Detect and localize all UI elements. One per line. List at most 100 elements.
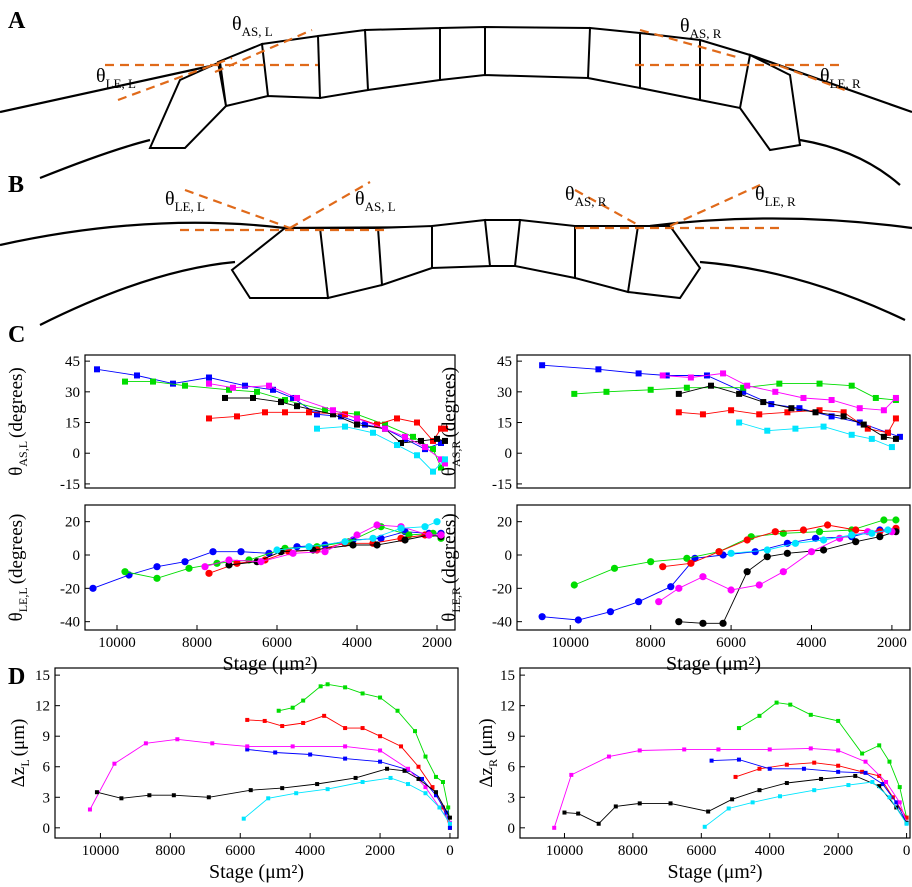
point: [242, 382, 248, 389]
point: [447, 815, 452, 820]
point: [378, 695, 383, 700]
point: [860, 751, 865, 756]
point: [815, 528, 824, 536]
point: [779, 568, 787, 576]
point: [447, 825, 452, 830]
point: [863, 759, 868, 764]
point: [647, 558, 655, 566]
y-label-unit: (μm): [476, 718, 497, 756]
point: [750, 800, 755, 805]
y-tick-label: 3: [508, 790, 516, 806]
point: [783, 549, 791, 557]
point: [816, 380, 823, 387]
point: [767, 747, 772, 752]
point: [571, 390, 578, 397]
point: [778, 794, 782, 799]
angle-label: θAS, R: [680, 15, 722, 41]
point: [792, 425, 799, 432]
point: [119, 796, 124, 801]
point: [709, 758, 714, 763]
plot-frame: [519, 667, 911, 839]
point: [699, 619, 707, 627]
point: [330, 411, 336, 418]
angle-label: θAS, L: [232, 13, 273, 39]
point: [322, 407, 328, 414]
point: [788, 702, 793, 707]
plot-area: [552, 700, 909, 830]
point: [538, 613, 546, 621]
point: [330, 407, 336, 414]
plot-area: [539, 362, 903, 451]
point: [414, 452, 420, 459]
point: [892, 435, 899, 442]
y-label-subscript: LE,R: [449, 587, 463, 613]
x-axis-label: Stage (μm²): [667, 861, 762, 883]
panel-label: B: [8, 172, 24, 198]
point: [887, 759, 892, 764]
point: [707, 382, 714, 389]
point: [876, 533, 884, 541]
x-tick-label: 4000: [755, 843, 785, 859]
x-tick-label: 4000: [342, 635, 372, 651]
point: [720, 370, 727, 377]
point: [791, 539, 800, 547]
point: [205, 569, 213, 577]
point: [343, 685, 348, 690]
point: [897, 800, 902, 805]
point: [401, 536, 409, 544]
point: [278, 399, 284, 406]
point: [94, 366, 100, 373]
point: [860, 769, 865, 774]
angle-symbol: θ: [96, 65, 106, 87]
series-line: [208, 534, 441, 574]
point: [760, 399, 767, 406]
point: [438, 464, 444, 471]
point: [425, 531, 433, 539]
point: [552, 825, 557, 830]
x-axis-label: Stage (μm²): [209, 861, 304, 883]
x-tick-label: 6000: [686, 843, 716, 859]
point: [121, 568, 129, 576]
x-axis-label: Stage (μm²): [222, 653, 317, 675]
y-tick-label: 0: [505, 548, 513, 564]
outline: [39, 138, 901, 186]
point: [736, 390, 743, 397]
point: [736, 757, 741, 762]
point: [659, 372, 666, 379]
point: [852, 538, 860, 546]
angle-symbol: θ: [820, 65, 830, 87]
point: [423, 754, 428, 759]
series-line: [662, 372, 897, 411]
series-line: [96, 768, 451, 818]
angle-label: θLE, L: [96, 65, 136, 91]
x-tick-label: 6000: [262, 635, 292, 651]
point: [418, 437, 424, 444]
outline: [39, 260, 906, 326]
point: [755, 581, 763, 589]
y-axis-label: θLE,L (degrees): [6, 514, 30, 622]
y-label-symbol: θ: [6, 612, 27, 621]
point: [373, 521, 381, 529]
point: [716, 747, 721, 752]
point: [675, 618, 683, 626]
point: [354, 411, 360, 418]
point: [294, 791, 299, 796]
point: [262, 409, 268, 416]
y-tick-label: 20: [497, 515, 512, 531]
panel-label: C: [8, 322, 25, 348]
point: [430, 446, 436, 453]
point: [647, 386, 654, 393]
point: [892, 516, 900, 524]
y-label-subscript: AS,R: [449, 441, 463, 467]
point: [715, 548, 723, 556]
point: [884, 526, 892, 534]
point: [321, 548, 329, 556]
point: [774, 700, 779, 705]
series-line: [247, 715, 451, 828]
point: [880, 433, 887, 440]
series-line: [247, 748, 451, 828]
point: [442, 437, 448, 444]
point: [305, 543, 313, 551]
point: [394, 415, 400, 422]
